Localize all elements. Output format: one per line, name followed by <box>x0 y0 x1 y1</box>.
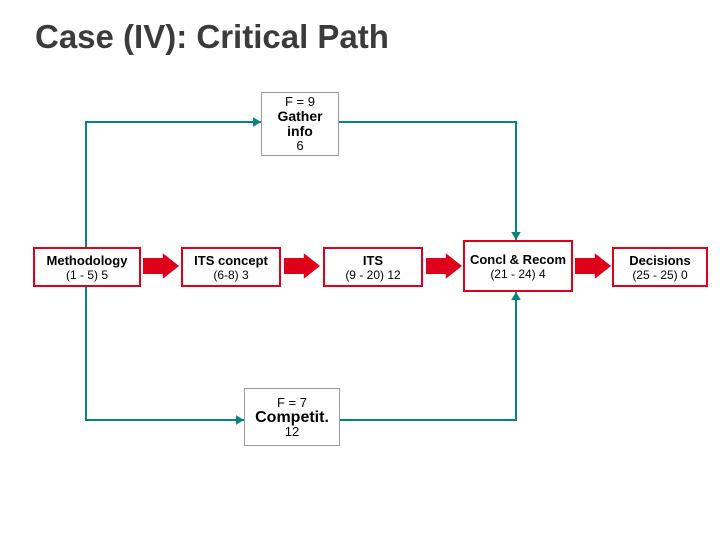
connector-down-low <box>86 287 244 425</box>
diagram-stage: Case (IV): Critical Path F = 9 Gather in… <box>0 0 720 540</box>
main-arrow-1 <box>284 253 320 279</box>
connector-up-top <box>86 117 261 247</box>
main-arrow-3 <box>575 253 611 279</box>
connector-low-up <box>340 292 521 420</box>
main-arrow-2 <box>426 253 462 279</box>
main-arrow-0 <box>143 253 179 279</box>
connector-top-down <box>339 122 521 240</box>
arrows-layer <box>0 0 720 540</box>
